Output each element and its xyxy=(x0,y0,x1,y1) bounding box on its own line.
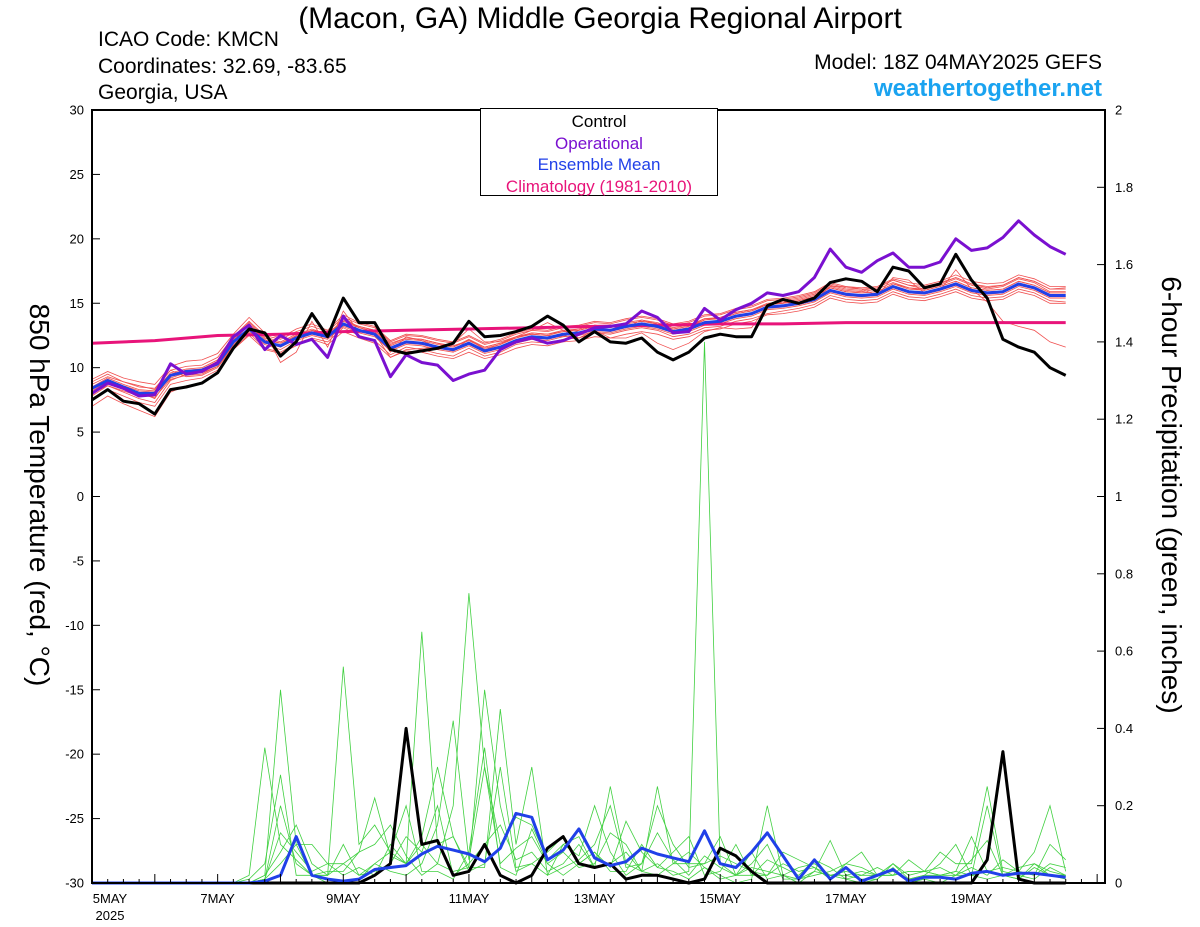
site-link[interactable]: weathertogether.net xyxy=(873,75,1102,102)
y2-tick-label: 0.6 xyxy=(1115,644,1133,659)
model-run: Model: 18Z 04MAY2025 GEFS xyxy=(814,51,1102,74)
temperature-member-line-11 xyxy=(91,280,1066,393)
y2-tick-label: 1 xyxy=(1115,489,1122,504)
y-tick-label: 10 xyxy=(70,360,84,375)
temperature-member-line-8 xyxy=(91,291,1066,407)
x-tick-label: 15MAY xyxy=(699,891,741,906)
y2-tick-label: 0.8 xyxy=(1115,566,1133,581)
x-tick-label: 7MAY xyxy=(200,891,235,906)
legend-ensemble-mean: Ensemble Mean xyxy=(537,155,661,174)
y-tick-label: 30 xyxy=(70,103,84,118)
precipitation-member-line-6 xyxy=(92,720,1066,884)
y2-axis-title: 6-hour Precipitation (green, inches) xyxy=(1156,276,1187,713)
y2-tick-label: 1.8 xyxy=(1115,180,1133,195)
legend-operational: Operational xyxy=(555,133,643,153)
y-tick-label: -5 xyxy=(72,553,84,568)
x-tick-label: 9MAY xyxy=(326,891,361,906)
y2-tick-label: 1.2 xyxy=(1115,412,1133,427)
precipitation-member-line-1 xyxy=(92,689,1066,884)
y-tick-label: -15 xyxy=(65,682,84,697)
y-tick-label: -10 xyxy=(65,618,84,633)
y-tick-label: -20 xyxy=(65,747,84,762)
y-tick-label: 5 xyxy=(77,425,84,440)
x-tick-label: 13MAY xyxy=(574,891,616,906)
y-tick-label: 0 xyxy=(77,489,84,504)
temperature-control-line xyxy=(91,252,1067,416)
legend-climatology: Climatology (1981-2010) xyxy=(505,176,693,196)
legend: Control Operational Ensemble Mean Climat… xyxy=(480,108,718,196)
plot-frame xyxy=(91,109,1106,884)
y-axis-title: 850 hPa Temperature (red, °C) xyxy=(24,304,55,687)
y-tick-label: 20 xyxy=(70,231,84,246)
precipitation-members-layer xyxy=(92,341,1067,884)
y-tick-label: 15 xyxy=(70,296,84,311)
temperature-member-line-4 xyxy=(91,280,1066,392)
chart-title: (Macon, GA) Middle Georgia Regional Airp… xyxy=(298,2,902,35)
x-tick-label: 5MAY xyxy=(93,891,128,906)
x-tick-label: 17MAY xyxy=(825,891,867,906)
x-tick-label: 11MAY xyxy=(449,891,490,906)
y2-tick-label: 1.6 xyxy=(1115,257,1133,272)
y2-tick-label: 2 xyxy=(1115,103,1122,118)
y-tick-label: 25 xyxy=(70,167,84,182)
axes-layer: 302520151050-5-10-15-20-25-3021.81.61.41… xyxy=(65,103,1133,924)
y2-tick-label: 0 xyxy=(1115,876,1122,891)
y-tick-label: -30 xyxy=(65,876,84,891)
temperature-operational-line xyxy=(91,219,1067,398)
precipitation-member-line-5 xyxy=(92,709,1066,884)
precipitation-member-line-4 xyxy=(92,341,1066,884)
precipitation-member-line-2 xyxy=(92,631,1066,884)
y2-tick-label: 0.2 xyxy=(1115,798,1133,813)
legend-control: Control xyxy=(571,112,627,131)
temperature-member-line-7 xyxy=(91,274,1066,385)
precipitation-member-line-7 xyxy=(92,689,1067,884)
x-tick-sublabel: 2025 xyxy=(96,908,125,923)
y2-tick-label: 1.4 xyxy=(1115,334,1133,349)
main-series-layer xyxy=(91,219,1067,885)
icao-code: ICAO Code: KMCN xyxy=(98,28,279,51)
x-tick-label: 19MAY xyxy=(951,891,993,906)
y-tick-label: -25 xyxy=(65,811,84,826)
region: Georgia, USA xyxy=(98,81,228,104)
coordinates: Coordinates: 32.69, -83.65 xyxy=(98,55,347,78)
precipitation-member-line-3 xyxy=(92,593,1066,884)
y2-tick-label: 0.4 xyxy=(1115,721,1133,736)
